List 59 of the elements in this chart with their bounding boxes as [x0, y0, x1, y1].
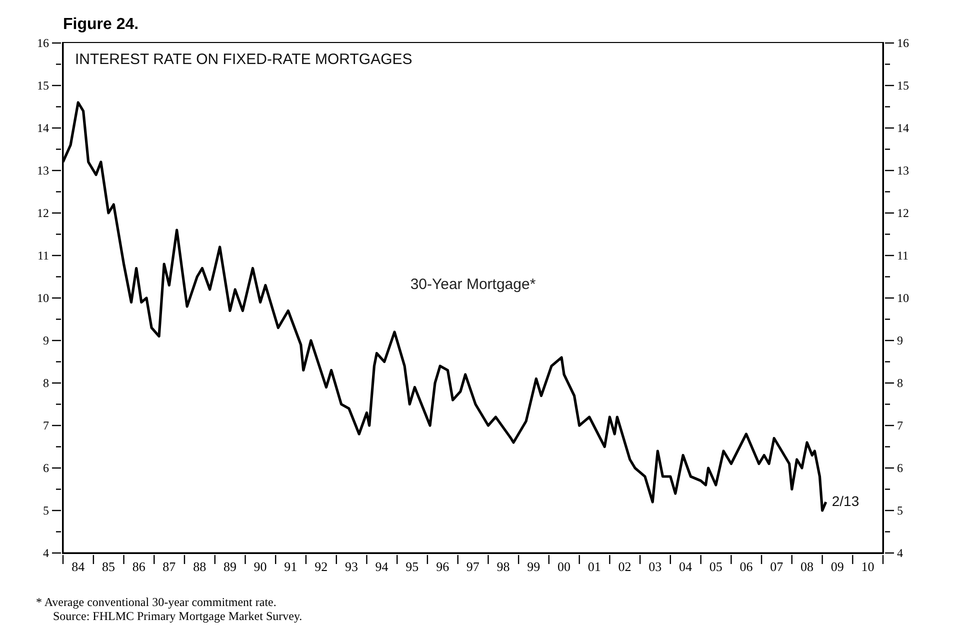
- source-note: Source: FHLMC Primary Mortgage Market Survey.: [52, 609, 302, 623]
- y-tick-label: 15: [37, 78, 49, 92]
- x-tick-label: 87: [162, 559, 176, 574]
- y2-tick-label: 13: [897, 164, 909, 178]
- x-tick-label: 88: [193, 559, 206, 574]
- x-tick-label: 05: [709, 559, 722, 574]
- y2-tick-label: 11: [897, 248, 909, 262]
- x-tick-label: 96: [436, 559, 450, 574]
- text: 30-Year Mortgage*: [410, 276, 536, 294]
- x-tick-label: 84: [72, 559, 86, 574]
- x-tick-label: 90: [254, 559, 267, 574]
- y2-tick-label: 15: [897, 78, 909, 92]
- chart-title: Figure 24.: [63, 16, 139, 34]
- x-tick-label: 85: [102, 559, 115, 574]
- x-tick-label: 10: [861, 559, 874, 574]
- x-tick-label: 94: [375, 559, 389, 574]
- y2-tick-label: 12: [897, 206, 909, 220]
- y-tick-label: 7: [43, 418, 49, 432]
- x-tick-label: 91: [284, 559, 298, 574]
- annotation: 2/13: [832, 493, 860, 509]
- y-tick-label: 4: [43, 546, 49, 560]
- x-tick-label: 93: [344, 559, 358, 574]
- y-tick-label: 8: [43, 376, 49, 390]
- y-tick-label: 14: [37, 121, 49, 135]
- y2-tick-label: 16: [897, 36, 909, 50]
- x-tick-label: 04: [679, 559, 693, 574]
- x-tick-label: 92: [314, 559, 328, 574]
- x-tick-label: 99: [527, 559, 540, 574]
- text: * Average conventional 30-year commitment rate.: [36, 595, 278, 609]
- y2-tick-label: 9: [897, 334, 903, 348]
- y-tick-label: 10: [37, 291, 49, 305]
- x-tick-label: 86: [132, 559, 146, 574]
- y-tick-label: 13: [37, 164, 49, 178]
- y2-tick-label: 4: [897, 546, 903, 560]
- text: INTEREST RATE ON FIXED-RATE MORTGAGES: [75, 51, 412, 68]
- y2-tick-label: 5: [897, 504, 903, 518]
- y-tick-label: 5: [43, 504, 49, 518]
- y-tick-label: 16: [37, 36, 49, 50]
- x-tick-label: 09: [830, 559, 844, 574]
- x-tick-label: 89: [223, 559, 236, 574]
- y2-tick-label: 14: [897, 121, 909, 135]
- x-tick-label: 08: [800, 559, 814, 574]
- x-tick-label: 03: [648, 559, 662, 574]
- x-tick-label: 95: [406, 559, 419, 574]
- x-tick-label: 00: [558, 559, 571, 574]
- x-tick-label: 02: [618, 559, 632, 574]
- y2-tick-label: 7: [897, 418, 903, 432]
- x-tick-label: 07: [770, 559, 784, 574]
- y-tick-label: 6: [43, 461, 49, 475]
- y-tick-label: 12: [37, 206, 49, 220]
- y2-tick-label: 6: [897, 461, 903, 475]
- x-tick-label: 97: [466, 559, 480, 574]
- y2-tick-label: 10: [897, 291, 909, 305]
- x-tick-label: 98: [496, 559, 510, 574]
- y2-tick-label: 8: [897, 376, 903, 390]
- x-tick-label: 06: [740, 559, 754, 574]
- x-tick-label: 01: [588, 559, 601, 574]
- y-tick-label: 11: [37, 248, 49, 262]
- y-tick-label: 9: [43, 334, 49, 348]
